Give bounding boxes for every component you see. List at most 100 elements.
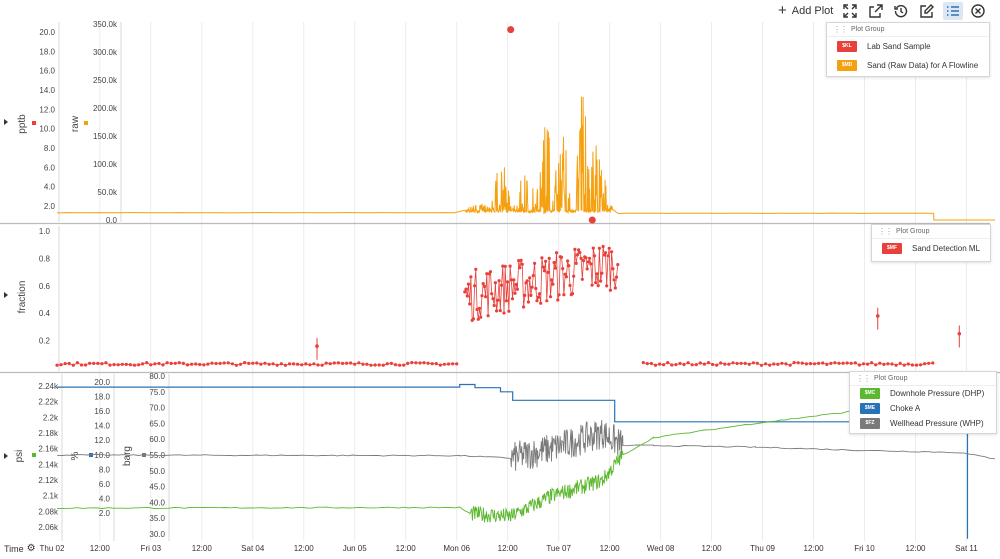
- y-axis-title: %: [70, 451, 81, 460]
- y-tick-label: 0.4: [39, 309, 51, 318]
- y-tick-label: 10.0: [39, 125, 55, 134]
- y-tick-label: 8.0: [44, 144, 56, 153]
- series-line-sand-raw: [56, 96, 995, 221]
- time-tick-label: 12:00: [191, 544, 212, 553]
- list-icon[interactable]: [943, 2, 963, 20]
- y-tick-label: 65.0: [149, 419, 165, 428]
- y-tick-label: 2.2k: [43, 413, 59, 422]
- legend-header[interactable]: ⋮⋮ Plot Group: [872, 225, 990, 239]
- toolbar: + Add Plot: [0, 0, 1000, 22]
- series-badge: $MF: [882, 243, 902, 254]
- y-tick-label: 2.08k: [38, 507, 59, 516]
- time-tick-label: Wed 08: [646, 544, 675, 553]
- time-tick-label: 12:00: [89, 544, 110, 553]
- y-tick-label: 0.0: [106, 216, 118, 225]
- series-badge: $FZ: [860, 418, 880, 429]
- series-badge: $MD: [837, 60, 857, 71]
- y-tick-label: 150.0k: [93, 132, 118, 141]
- y-tick-label: 350.0k: [93, 20, 118, 29]
- export-icon[interactable]: [866, 2, 886, 20]
- legend-header[interactable]: ⋮⋮ Plot Group: [850, 372, 996, 386]
- y-tick-label: 100.0k: [93, 160, 118, 169]
- y-tick-label: 2.18k: [38, 429, 59, 438]
- legend-top: ⋮⋮ Plot Group $KL Lab Sand Sample $MD Sa…: [826, 22, 990, 77]
- time-tick-label: 12:00: [701, 544, 722, 553]
- series-line-whp: [56, 420, 996, 471]
- series-badge: $MC: [860, 388, 880, 399]
- time-tick-label: Thu 09: [750, 544, 775, 553]
- legend-item-dhp[interactable]: $MC Downhole Pressure (DHP): [850, 386, 996, 401]
- y-tick-label: 2.22k: [38, 398, 59, 407]
- axis-color-marker: [32, 453, 36, 457]
- add-plot-button[interactable]: + Add Plot: [778, 3, 833, 19]
- time-tick-label: Fri 03: [140, 544, 162, 553]
- drag-handle-icon[interactable]: ⋮⋮: [856, 374, 871, 383]
- time-tick-label: 12:00: [599, 544, 620, 553]
- y-axis-title: raw: [70, 115, 81, 132]
- time-tick-label: Thu 02: [39, 544, 65, 553]
- legend-header[interactable]: ⋮⋮ Plot Group: [827, 23, 989, 37]
- legend-item-choke[interactable]: $ME Choke A: [850, 401, 996, 416]
- y-tick-label: 14.0: [94, 422, 110, 431]
- fullscreen-icon[interactable]: [840, 2, 860, 20]
- legend-middle: ⋮⋮ Plot Group $MF Sand Detection ML: [871, 224, 991, 262]
- legend-item-whp[interactable]: $FZ Wellhead Pressure (WHP): [850, 416, 996, 431]
- legend-item-lab-sand[interactable]: $KL Lab Sand Sample: [827, 37, 989, 56]
- legend-label: Lab Sand Sample: [867, 42, 931, 51]
- collapse-arrow-icon: [4, 292, 8, 298]
- time-tick-label: 12:00: [905, 544, 926, 553]
- y-tick-label: 0.8: [39, 254, 51, 263]
- y-tick-label: 20.0: [39, 28, 55, 37]
- y-tick-label: 8.0: [99, 465, 111, 474]
- time-tick-label: Jun 05: [342, 544, 367, 553]
- time-bar: Time ⚙ Thu 02 12:00 Fri 03 12:00 Sat 04 12:00…: [0, 541, 1000, 555]
- y-tick-label: 20.0: [94, 378, 110, 387]
- series-badge: $KL: [837, 41, 857, 52]
- drag-handle-icon[interactable]: ⋮⋮: [878, 227, 893, 236]
- add-plot-label: Add Plot: [791, 5, 834, 17]
- y-axis-title: barg: [122, 446, 133, 466]
- gear-icon[interactable]: ⚙: [26, 543, 36, 554]
- collapse-arrow-icon: [4, 453, 8, 459]
- plus-icon: +: [778, 2, 787, 19]
- bottom-plot-panel: 2.06k 2.08k 2.1k 2.12k 2.14k 2.16k 2.18k 2.2k 2.…: [4, 372, 996, 541]
- data-point-sand-detection: [875, 314, 880, 318]
- y-tick-label: 2.1k: [43, 492, 59, 501]
- history-icon[interactable]: [891, 2, 911, 20]
- y-tick-label: 12.0: [94, 436, 110, 445]
- y-tick-label: 50.0k: [97, 188, 118, 197]
- y-tick-label: 35.0: [149, 514, 165, 523]
- y-tick-label: 50.0: [149, 467, 165, 476]
- axis-color-marker: [32, 121, 36, 125]
- series-line-choke: [57, 383, 969, 539]
- y-tick-label: 6.0: [44, 163, 56, 172]
- data-point-sand-detection: [931, 361, 935, 365]
- legend-label: Sand (Raw Data) for A Flowline: [867, 61, 979, 70]
- y-tick-label: 2.14k: [38, 460, 59, 469]
- y-tick-label: 80.0: [149, 372, 165, 381]
- legend-item-sand-raw[interactable]: $MD Sand (Raw Data) for A Flowline: [827, 56, 989, 75]
- y-tick-label: 10.0: [94, 451, 110, 460]
- y-tick-label: 14.0: [39, 86, 55, 95]
- data-point-sand-detection: [616, 263, 620, 267]
- y-tick-label: 12.0: [39, 105, 55, 114]
- y-tick-label: 200.0k: [93, 104, 118, 113]
- data-point-lab-sand: [588, 216, 596, 224]
- drag-handle-icon[interactable]: ⋮⋮: [833, 25, 848, 34]
- y-axis-title: fraction: [17, 281, 28, 314]
- trend-charts: 2.0 4.0 6.0 8.0 10.0 12.0 14.0 16.0 18.0 20.0 pptb…: [0, 20, 1000, 541]
- close-icon[interactable]: [968, 2, 988, 20]
- y-tick-label: 18.0: [94, 393, 110, 402]
- edit-icon[interactable]: [917, 2, 937, 20]
- middle-plot-panel: 0.2 0.4 0.6 0.8 1.0 fraction: [4, 226, 962, 371]
- y-tick-label: 75.0: [149, 388, 165, 397]
- legend-label: Choke A: [890, 404, 921, 413]
- y-tick-label: 250.0k: [93, 76, 118, 85]
- time-tick-label: 12:00: [803, 544, 824, 553]
- data-point-sand-detection: [315, 344, 319, 348]
- collapse-arrow-icon: [4, 119, 8, 125]
- time-tick-label: Sat 11: [955, 544, 978, 553]
- series-badge: $ME: [860, 403, 880, 414]
- y-tick-label: 60.0: [149, 435, 165, 444]
- legend-item-sand-detection[interactable]: $MF Sand Detection ML: [872, 239, 990, 258]
